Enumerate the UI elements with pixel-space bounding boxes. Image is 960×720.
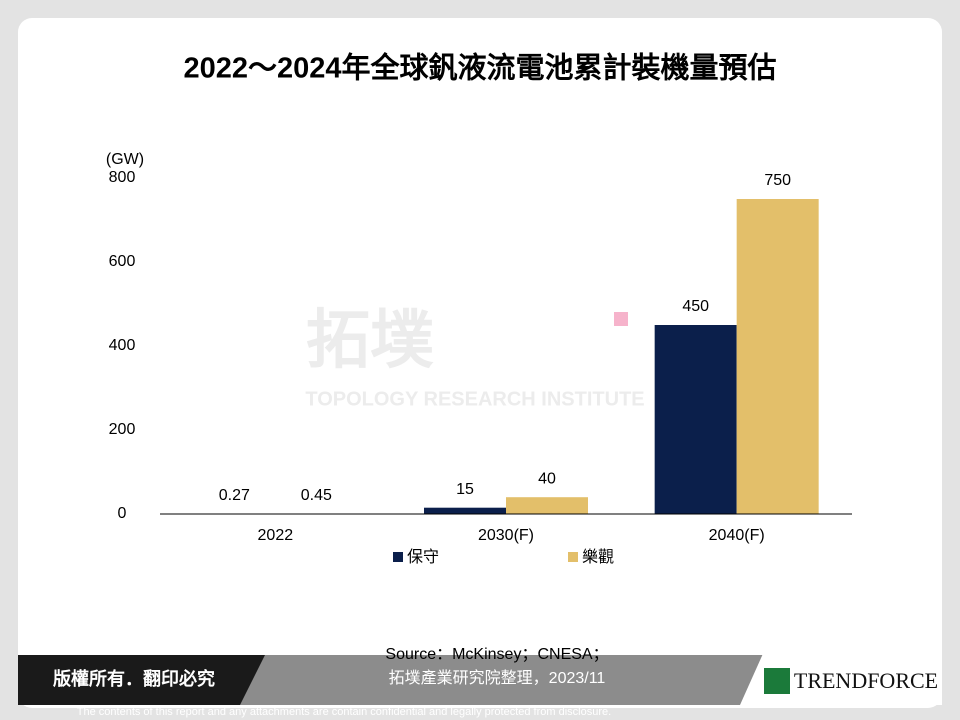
value-label: 450 [682, 298, 709, 315]
watermark-dot [614, 312, 628, 326]
source-line: 拓墣產業研究院整理，2023/11 [389, 669, 606, 687]
legend-swatch [393, 552, 403, 562]
value-label: 40 [538, 470, 556, 487]
y-axis-label: (GW) [106, 151, 144, 168]
x-tick-label: 2022 [258, 527, 294, 544]
disclaimer: The contents of this report and any atta… [77, 706, 611, 718]
legend-label: 樂觀 [582, 548, 614, 566]
y-tick-label: 0 [118, 505, 127, 522]
bar [506, 497, 588, 514]
bar [654, 325, 737, 514]
legend-label: 保守 [407, 548, 439, 566]
watermark-name: TOPOLOGY RESEARCH INSTITUTE [305, 388, 644, 410]
x-tick-label: 2040(F) [709, 527, 765, 544]
y-tick-label: 400 [109, 337, 136, 354]
panel [18, 18, 942, 708]
bar [424, 507, 506, 514]
footer-left [18, 655, 265, 705]
chart-title: 2022～2024年全球釩液流電池累計裝機量預估 [183, 51, 776, 85]
y-tick-label: 800 [109, 169, 136, 186]
x-tick-label: 2030(F) [478, 527, 534, 544]
legend-swatch [568, 552, 578, 562]
y-tick-label: 600 [109, 253, 136, 270]
copyright: 版權所有．翻印必究 [53, 668, 215, 689]
brand: TRENDFORCE [794, 668, 938, 693]
brand-icon [764, 668, 790, 694]
footer-right [740, 638, 942, 705]
bar [736, 199, 819, 514]
value-label: 0.27 [219, 487, 250, 504]
y-tick-label: 200 [109, 421, 136, 438]
plot: 0 200 400 600 800 2022 0.27 0.45 2030(F) 15 40 2040… [109, 169, 852, 566]
value-label: 0.45 [301, 487, 332, 504]
value-label: 750 [764, 172, 791, 189]
value-label: 15 [456, 481, 474, 498]
watermark-logo: 拓墣 [306, 304, 434, 376]
source-line: Source：McKinsey；CNESA； [385, 646, 608, 663]
